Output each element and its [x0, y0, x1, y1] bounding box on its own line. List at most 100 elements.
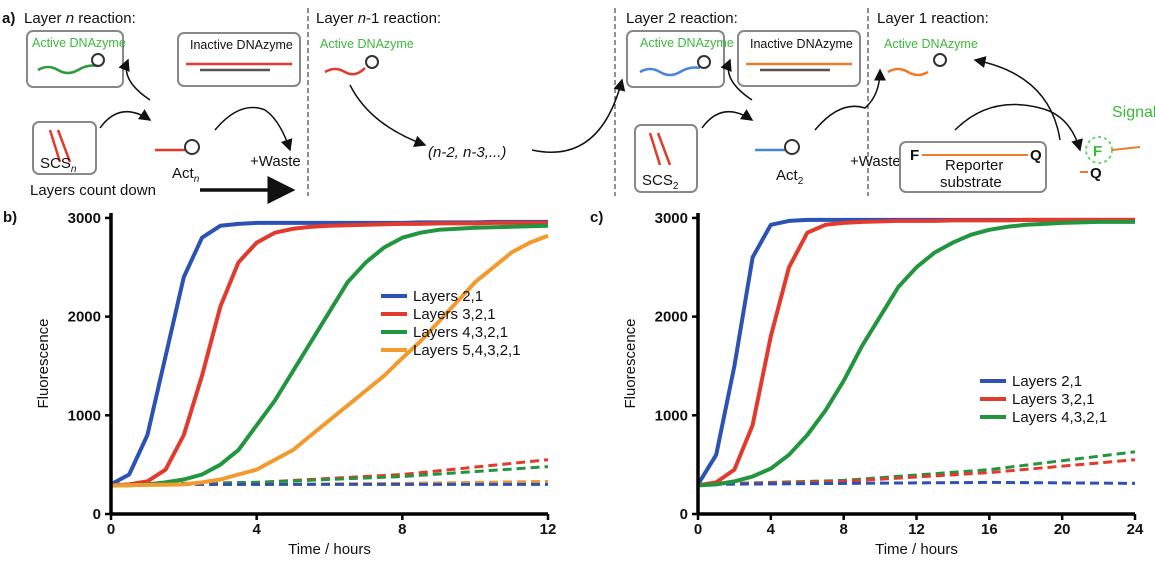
box	[899, 141, 1047, 193]
series-line	[696, 217, 1135, 486]
inactive-label: Inactive DNAzyme	[190, 38, 293, 52]
legend-label: Layers 4,3,2,1	[413, 324, 508, 341]
arrow	[349, 84, 427, 148]
label-part: SCS	[40, 155, 71, 172]
signal-label: Signal	[1112, 104, 1155, 121]
label-sub: 2	[673, 181, 679, 192]
strand	[639, 66, 701, 77]
x-tick-label: 0	[107, 521, 115, 538]
arrow	[118, 58, 151, 101]
title-part: n	[66, 10, 74, 27]
active-label: Active DNAzyme	[640, 36, 734, 50]
box	[177, 32, 301, 87]
series-line	[697, 219, 1135, 488]
arrow	[531, 78, 626, 153]
box	[634, 124, 698, 193]
label-sub: n	[71, 164, 77, 175]
product-quencher: Q	[1090, 165, 1102, 182]
x-tick-label: 16	[981, 521, 998, 538]
act-label: Act2	[776, 167, 804, 187]
x-tick-label: 24	[1127, 521, 1144, 538]
inactive-label: Inactive DNAzyme	[750, 37, 853, 51]
hairpin	[697, 55, 711, 69]
hairpin	[91, 53, 105, 67]
diagram: a) Layer n reaction: Layer n-1 reaction:…	[2, 8, 1155, 204]
x-tick-label: 0	[694, 521, 702, 538]
y-tick-label: 0	[680, 506, 688, 523]
section-title: Layer 1 reaction:	[877, 10, 989, 27]
waste-label: +Waste	[250, 153, 301, 170]
series-line	[697, 217, 1135, 488]
x-tick-label: 8	[839, 521, 847, 538]
arrow	[973, 56, 1061, 141]
arrow	[814, 68, 886, 131]
arrow	[954, 103, 1083, 152]
legend-label: Layers 4,3,2,1	[1012, 409, 1107, 426]
legend-label: Layers 3,2,1	[1012, 391, 1095, 408]
series-line	[110, 220, 548, 488]
legend-label: Layers 3,2,1	[413, 306, 496, 323]
title-part: n	[358, 10, 366, 27]
control-line	[697, 450, 1136, 486]
series-line	[110, 233, 549, 488]
strand	[648, 132, 672, 166]
scs-label: SCS2	[642, 172, 679, 192]
y-tick-label: 1000	[68, 407, 101, 424]
scs-label: SCSn	[40, 155, 77, 175]
label-sub: 2	[798, 176, 804, 187]
arrow	[214, 106, 293, 152]
series-line	[110, 223, 549, 488]
product-fluorophore: F	[1093, 143, 1102, 160]
strand	[1111, 146, 1141, 151]
panel-label: c)	[590, 209, 603, 226]
label-part: Act	[776, 167, 799, 184]
label-part: SCS	[642, 172, 673, 189]
x-tick-label: 4	[252, 521, 261, 538]
arrow	[99, 109, 152, 129]
legend-label: Layers 2,1	[413, 288, 483, 305]
y-axis-label: Fluorescence	[622, 318, 639, 408]
section-title: Layer n-1 reaction:	[316, 10, 441, 27]
reporter-label: substrate	[940, 174, 1002, 191]
y-tick-label: 1000	[655, 407, 688, 424]
count-down-label: Layers count down	[30, 182, 156, 199]
title-part: Layer	[316, 10, 358, 27]
section-title: Layer 2 reaction:	[626, 10, 738, 27]
y-axis-label: Fluorescence	[35, 318, 52, 408]
fluorophore: F	[910, 147, 919, 164]
strand	[37, 64, 99, 75]
reporter-label: Reporter	[945, 157, 1003, 174]
arrow	[701, 109, 754, 129]
y-tick-label: 3000	[655, 210, 688, 227]
panel-label: b)	[3, 209, 17, 226]
title-part: -1 reaction:	[366, 10, 441, 27]
arrow	[720, 58, 753, 101]
box	[32, 121, 97, 175]
legend-label: Layers 5,4,3,2,1	[413, 342, 521, 359]
x-axis-label: Time / hours	[875, 541, 958, 558]
strand	[324, 67, 366, 76]
hairpin	[184, 139, 200, 155]
label-part: Act	[172, 165, 195, 182]
x-tick-label: 20	[1054, 521, 1071, 538]
y-tick-label: 3000	[68, 210, 101, 227]
title-part: reaction:	[74, 10, 136, 27]
x-tick-label: 8	[398, 521, 406, 538]
waste-label: +Waste	[850, 153, 901, 170]
label-sub: n	[194, 174, 200, 185]
strand	[887, 67, 929, 77]
control-line	[697, 480, 1136, 486]
y-tick-label: 0	[93, 506, 101, 523]
x-tick-label: 12	[540, 521, 557, 538]
x-tick-label: 12	[908, 521, 925, 538]
active-label: Active DNAzyme	[884, 37, 978, 51]
x-tick-label: 4	[767, 521, 776, 538]
panel-label: a)	[2, 10, 15, 27]
section-title: Layer n reaction:	[24, 10, 136, 27]
cascade-label: (n-2, n-3,...)	[428, 144, 506, 161]
y-tick-label: 2000	[68, 309, 101, 326]
title-part: Layer	[24, 10, 66, 27]
y-tick-label: 2000	[655, 309, 688, 326]
